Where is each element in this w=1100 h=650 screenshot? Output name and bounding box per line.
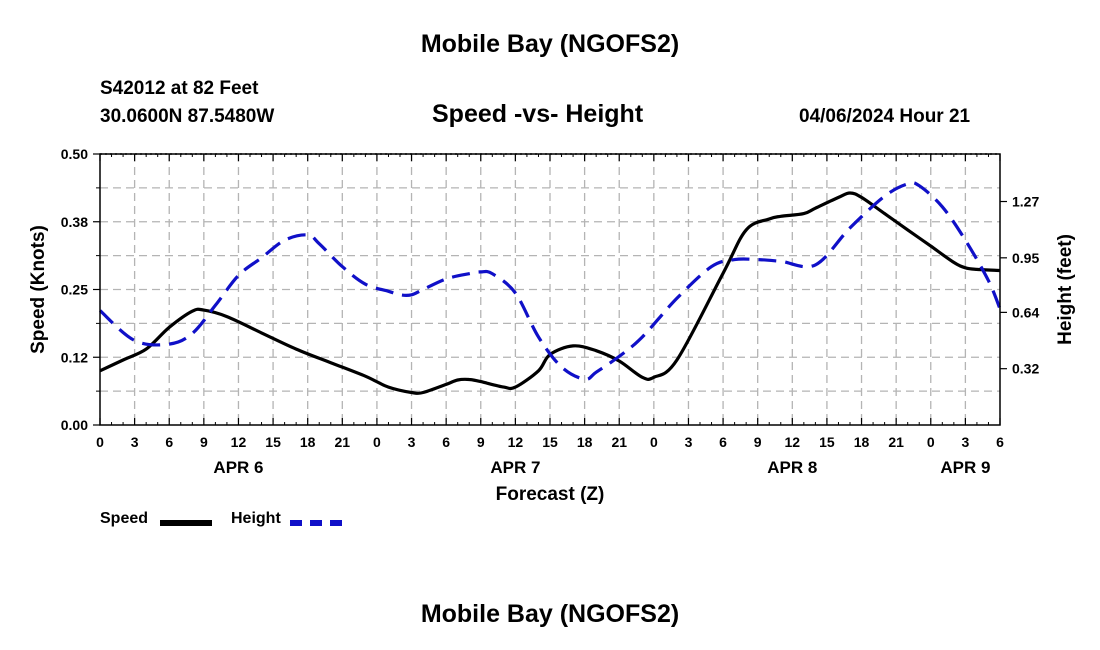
legend-speed-label: Speed: [100, 510, 149, 527]
legend-height-label: Height: [231, 510, 281, 527]
x-day-label: APR 9: [940, 458, 990, 477]
chart-title: Mobile Bay (NGOFS2): [420, 30, 680, 58]
x-tick-label: 15: [819, 434, 835, 450]
x-tick-label: 15: [542, 434, 558, 450]
x-tick-label: 9: [200, 434, 208, 450]
chart-subtitle: Speed -vs- Height: [432, 100, 644, 128]
y-tick-label: 0.12: [61, 349, 88, 365]
legend-height-swatch: [290, 520, 342, 526]
series-line-speed: [99, 191, 1001, 395]
x-tick-label: 12: [785, 434, 801, 450]
x-tick-label: 6: [442, 434, 450, 450]
y2-tick-label: 0.32: [1012, 361, 1039, 377]
axis-labels: 0 3 6 9 12 15 18 21 0 3 6 9 12 15 18 21 0 3 6 9 12 15 18 21 0 3 6A…: [61, 146, 1040, 477]
x-tick-label: 3: [685, 434, 693, 450]
y-tick-label: 0.25: [61, 282, 88, 298]
x-tick-label: 12: [231, 434, 247, 450]
y-tick-label: 0.50: [61, 146, 88, 162]
x-tick-label: 3: [961, 434, 969, 450]
x-tick-label: 9: [754, 434, 762, 450]
x-tick-label: 21: [611, 434, 627, 450]
forecast-datetime: 04/06/2024 Hour 21: [799, 106, 971, 127]
series-lines: [98, 181, 1002, 395]
x-tick-label: 6: [719, 434, 727, 450]
x-tick-label: 12: [508, 434, 524, 450]
y2-tick-label: 0.64: [1012, 304, 1039, 320]
y-tick-label: 0.38: [61, 214, 88, 230]
x-day-label: APR 6: [213, 458, 263, 477]
y2-tick-label: 1.27: [1012, 194, 1039, 210]
x-tick-label: 3: [131, 434, 139, 450]
footer-title: Mobile Bay (NGOFS2): [420, 600, 680, 628]
x-tick-label: 15: [265, 434, 281, 450]
x-tick-label: 18: [854, 434, 870, 450]
x-tick-label: 6: [996, 434, 1004, 450]
legend-speed-swatch: [160, 520, 212, 526]
x-tick-label: 18: [577, 434, 593, 450]
coordinates-label: 30.0600N 87.5480W: [100, 106, 275, 127]
station-label: S42012 at 82 Feet: [100, 78, 259, 99]
y2-tick-label: 0.95: [1012, 250, 1039, 266]
x-tick-label: 0: [927, 434, 935, 450]
y-tick-label: 0.00: [61, 417, 88, 433]
x-tick-label: 18: [300, 434, 316, 450]
x-axis-title: Forecast (Z): [496, 484, 605, 505]
x-tick-label: 0: [96, 434, 104, 450]
x-tick-label: 9: [477, 434, 485, 450]
axis-ticks: [93, 153, 1007, 426]
y-axis-title-right: Height (feet): [1055, 234, 1076, 345]
x-tick-label: 6: [165, 434, 173, 450]
x-tick-label: 3: [408, 434, 416, 450]
x-day-label: APR 8: [767, 458, 817, 477]
x-tick-label: 21: [335, 434, 351, 450]
x-tick-label: 0: [373, 434, 381, 450]
grid: [100, 154, 1000, 425]
x-day-label: APR 7: [490, 458, 540, 477]
x-tick-label: 0: [650, 434, 658, 450]
x-tick-label: 21: [888, 434, 904, 450]
y-axis-title-left: Speed (Knots): [28, 225, 49, 354]
series-line-height: [98, 181, 1002, 381]
